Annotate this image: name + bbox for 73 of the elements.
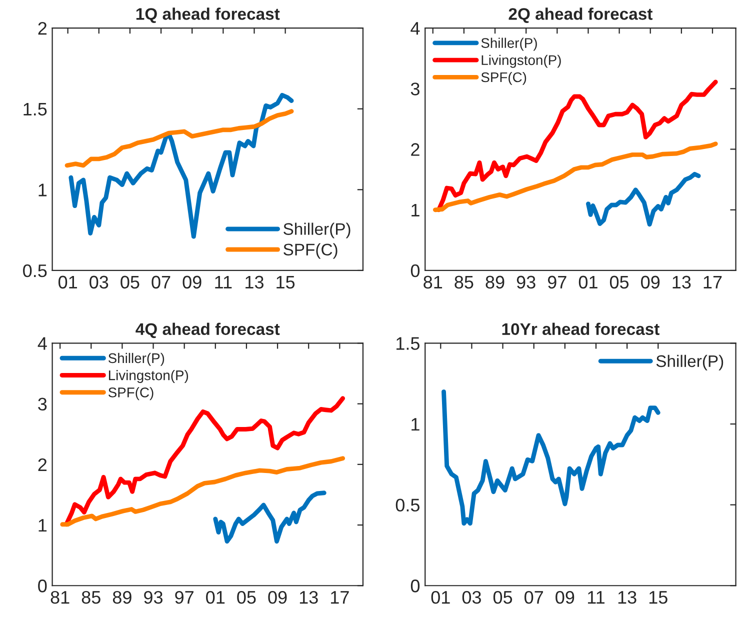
y-tick-label: 2 [38,458,47,471]
chart-title: 1Q ahead forecast [136,8,280,23]
x-tick-label: 09 [268,590,287,604]
legend-label: Shiller(P) [481,38,537,51]
x-tick-label: 89 [486,276,504,289]
x-tick-label: 09 [556,590,574,604]
x-tick-label: 17 [704,276,722,288]
y-tick-label: 1.5 [396,337,420,350]
line-series [64,109,294,168]
x-tick-label: 09 [641,276,660,289]
legend-label: Shiller(P) [284,222,350,238]
x-tick-label: 11 [588,591,604,604]
x-tick-label: 09 [182,276,202,289]
y-tick-label: 3 [410,82,420,96]
y-tick-label: 0 [410,264,420,278]
x-tick-label: 03 [90,276,108,289]
y-tick-label: 0.5 [396,498,420,512]
x-tick-label: 03 [462,590,481,604]
y-tick-label: 3 [38,398,47,411]
y-tick-label: 4 [410,22,420,35]
x-tick-label: 07 [524,590,543,604]
y-tick-label: 2 [411,143,420,156]
legend-label: Livingston(P) [108,370,188,383]
x-tick-label: 93 [516,276,536,289]
line-series [586,172,701,227]
x-tick-label: 13 [246,276,264,289]
legend-label: Livingston(P) [482,54,561,68]
x-tick-label: 17 [331,591,349,604]
x-tick-label: 01 [58,276,77,289]
x-tick-label: 13 [672,276,691,289]
x-tick-label: 13 [618,590,636,604]
x-tick-label: 01 [431,590,450,604]
legend-label: SPF(C) [284,243,338,259]
x-tick-label: 05 [120,276,140,289]
y-tick-label: 2 [38,22,47,35]
legend-label: SPF(C) [481,72,526,85]
x-tick-label: 15 [276,276,295,289]
x-tick-label: 97 [548,276,566,289]
y-tick-label: 1 [412,204,420,216]
y-tick-label: 0 [410,580,420,592]
y-tick-label: 0 [38,580,47,592]
chart-title: 4Q ahead forecast [136,322,280,338]
x-tick-label: 85 [82,590,100,604]
y-tick-label: 1 [38,519,47,532]
x-tick-label: 05 [493,590,512,604]
x-tick-label: 05 [237,590,256,604]
line-series [442,389,660,526]
x-tick-label: 01 [206,590,225,604]
y-tick-label: 4 [38,337,47,350]
y-tick-label: 0.5 [23,264,47,278]
chart-title: 10Yr ahead forecast [502,322,660,336]
x-tick-label: 11 [215,276,232,288]
legend-label: SPF(C) [108,387,154,400]
x-tick-label: 05 [610,276,629,289]
legend-label: Shiller(P) [656,354,724,370]
x-tick-label: 93 [144,590,163,604]
line-series [432,142,718,212]
y-tick-label: 1 [412,418,420,431]
x-tick-label: 15 [649,591,668,604]
y-tick-label: 1.5 [24,102,47,116]
x-tick-label: 97 [175,590,194,604]
chart-title: 2Q ahead forecast [508,8,653,23]
x-tick-label: 81 [50,590,70,604]
x-tick-label: 85 [454,276,474,289]
line-series [60,456,346,527]
x-tick-label: 89 [112,590,132,604]
legend-label: Shiller(P) [108,352,164,366]
x-tick-label: 13 [300,590,318,604]
x-tick-label: 07 [152,276,170,289]
x-tick-label: 01 [578,276,598,289]
line-series [213,490,326,544]
y-tick-label: 1 [38,184,47,196]
x-tick-label: 81 [424,276,442,289]
